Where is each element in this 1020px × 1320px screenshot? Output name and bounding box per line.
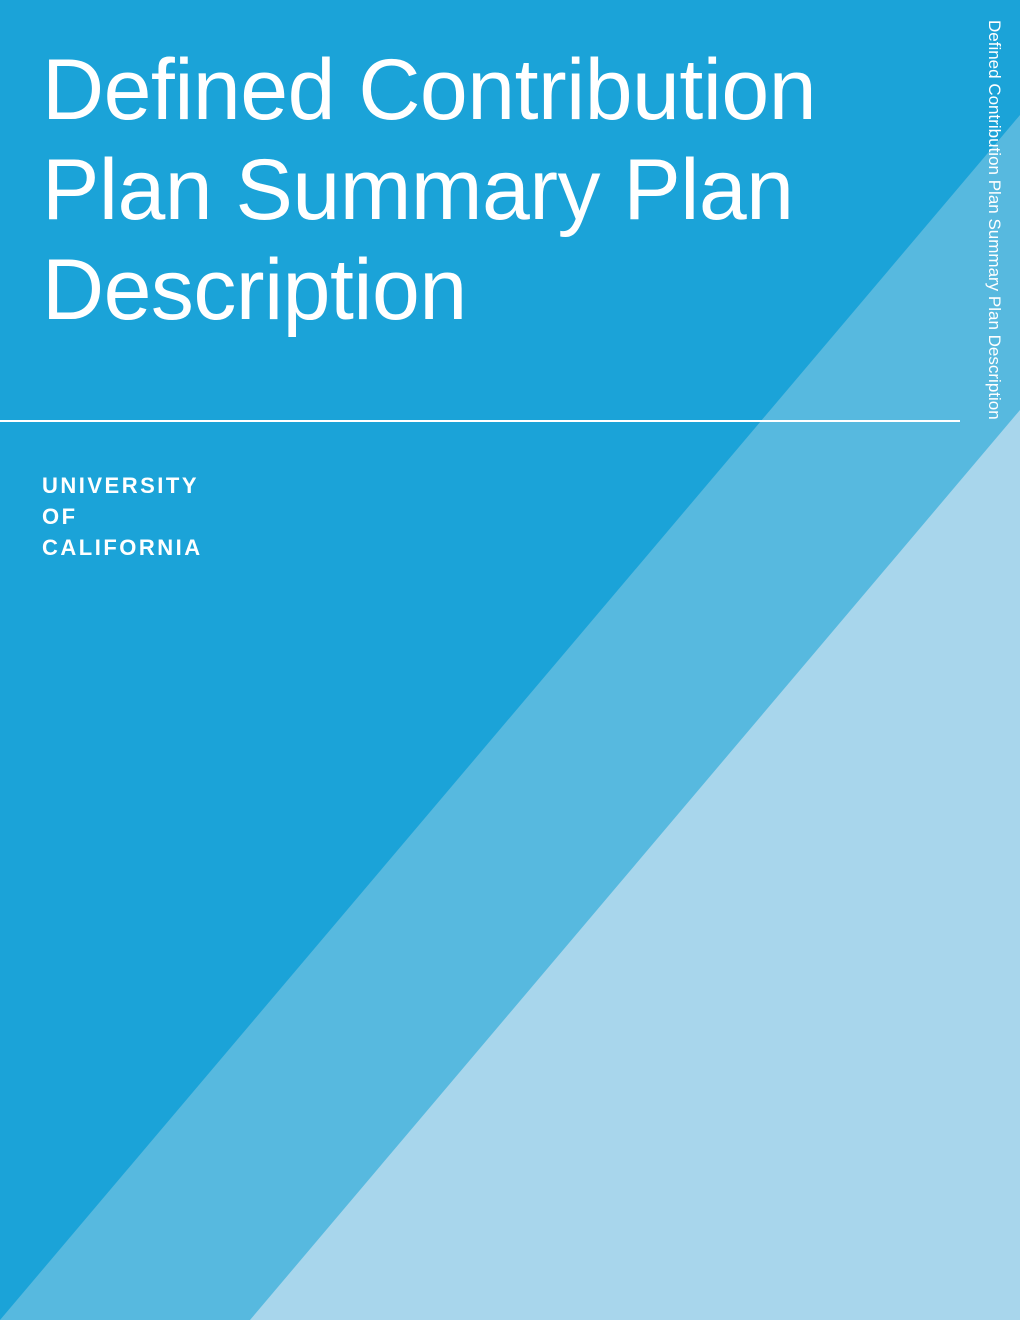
org-line-3: CALIFORNIA (42, 532, 203, 563)
org-line-2: OF (42, 501, 203, 532)
side-vertical-label: Defined Contribution Plan Summary Plan D… (984, 20, 1004, 420)
document-cover: Defined Contribution Plan Summary Plan D… (0, 0, 1020, 1320)
document-title: Defined Contribution Plan Summary Plan D… (42, 40, 816, 340)
org-line-1: UNIVERSITY (42, 470, 203, 501)
organization-name: UNIVERSITY OF CALIFORNIA (42, 470, 203, 563)
title-line-1: Defined Contribution (42, 40, 816, 140)
horizontal-divider (0, 420, 960, 422)
title-line-3: Description (42, 240, 816, 340)
title-line-2: Plan Summary Plan (42, 140, 816, 240)
